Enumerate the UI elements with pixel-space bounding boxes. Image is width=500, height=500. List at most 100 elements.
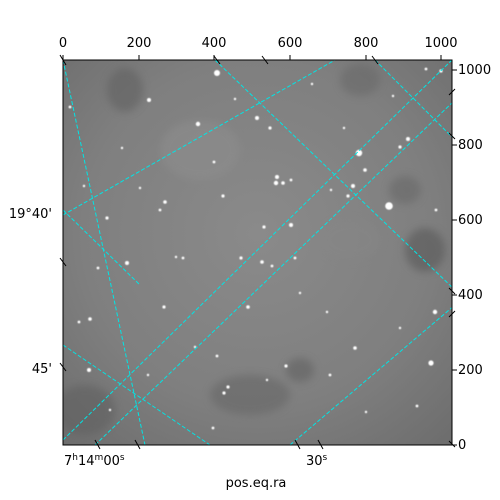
tick-mark: [59, 54, 67, 66]
bottom-tick-label: 30s: [306, 453, 328, 469]
star: [428, 360, 434, 366]
tick-mark: [448, 440, 456, 448]
grid-line: [289, 306, 452, 445]
star: [293, 256, 297, 260]
star: [255, 116, 259, 120]
grid-line: [214, 60, 452, 288]
star: [385, 202, 393, 210]
top-tick-label: 400: [202, 36, 227, 51]
right-tick-label: 800: [458, 138, 483, 153]
star: [434, 208, 438, 212]
tick-mark: [371, 55, 379, 65]
right-axis-ticks: 0 200 400 600 800 1000: [458, 63, 491, 453]
top-tick-label: 200: [127, 36, 152, 51]
star: [193, 345, 197, 349]
star: [415, 404, 419, 408]
star: [355, 149, 363, 157]
star: [138, 186, 142, 190]
x-axis-label: pos.eq.ra: [226, 476, 287, 491]
tick-mark: [317, 439, 324, 450]
tick-mark: [448, 132, 456, 140]
star: [329, 188, 333, 192]
star: [174, 255, 178, 259]
star: [125, 261, 129, 265]
star: [265, 378, 269, 382]
plot-frame: [62, 59, 453, 446]
star: [260, 260, 264, 264]
star: [284, 364, 288, 368]
star: [181, 256, 185, 260]
star: [214, 70, 220, 76]
star: [268, 126, 272, 130]
coordinate-grid: [63, 60, 452, 445]
star: [328, 373, 332, 377]
left-tick-label: 45': [32, 362, 52, 377]
star: [77, 320, 81, 324]
grid-line: [63, 60, 336, 216]
tick-mark: [294, 439, 301, 450]
star: [325, 310, 329, 314]
sky-image: [63, 60, 452, 445]
star: [432, 309, 438, 315]
left-axis-ticks: 19°40' 45': [9, 207, 52, 377]
tick-mark: [59, 362, 67, 372]
star: [346, 194, 350, 198]
star: [108, 408, 112, 412]
grid-line: [374, 60, 452, 138]
star: [211, 426, 215, 430]
star: [195, 121, 201, 127]
tick-mark: [261, 55, 269, 65]
top-tick-label: 800: [354, 36, 379, 51]
star: [147, 98, 151, 102]
star: [398, 326, 402, 330]
star: [289, 223, 293, 227]
tick-marks: [59, 54, 457, 450]
tick-mark: [94, 439, 101, 450]
star: [158, 208, 162, 212]
star: [162, 305, 166, 309]
right-tick-label: 200: [458, 363, 483, 378]
star: [105, 216, 109, 220]
grid-line: [63, 60, 452, 441]
right-tick-label: 1000: [458, 63, 491, 78]
tick-mark: [59, 257, 67, 267]
top-tick-label: 0: [59, 36, 67, 51]
bottom-axis-ticks: 7h14m00s 30s: [64, 453, 328, 469]
tick-mark: [448, 88, 456, 96]
right-tick-label: 600: [458, 213, 483, 228]
star: [233, 97, 237, 101]
left-tick-label: 19°40': [9, 207, 52, 222]
tick-mark: [448, 287, 456, 295]
star: [163, 200, 167, 204]
tick-mark: [448, 310, 456, 318]
star: [281, 181, 285, 185]
star: [88, 317, 92, 321]
star: [215, 354, 219, 358]
star: [120, 146, 124, 150]
star: [270, 264, 274, 268]
bottom-tick-label: 7h14m00s: [64, 453, 125, 469]
star: [82, 184, 86, 188]
top-tick-label: 600: [278, 36, 303, 51]
star: [424, 67, 428, 71]
star: [342, 126, 346, 130]
tick-mark: [213, 55, 221, 65]
star: [239, 256, 243, 260]
star: [310, 82, 314, 86]
star: [273, 180, 279, 186]
star: [298, 291, 302, 295]
star: [226, 385, 230, 389]
grid-line: [94, 102, 452, 445]
tick-mark: [134, 439, 141, 450]
star: [406, 137, 410, 141]
right-tick-label: 0: [458, 438, 466, 453]
star: [289, 178, 293, 182]
star: [246, 305, 250, 309]
star: [68, 105, 72, 109]
star: [364, 410, 368, 414]
star: [212, 160, 216, 164]
star: [363, 168, 367, 172]
top-axis-ticks: 0 200 400 600 800 1000: [59, 36, 458, 51]
star: [398, 145, 402, 149]
